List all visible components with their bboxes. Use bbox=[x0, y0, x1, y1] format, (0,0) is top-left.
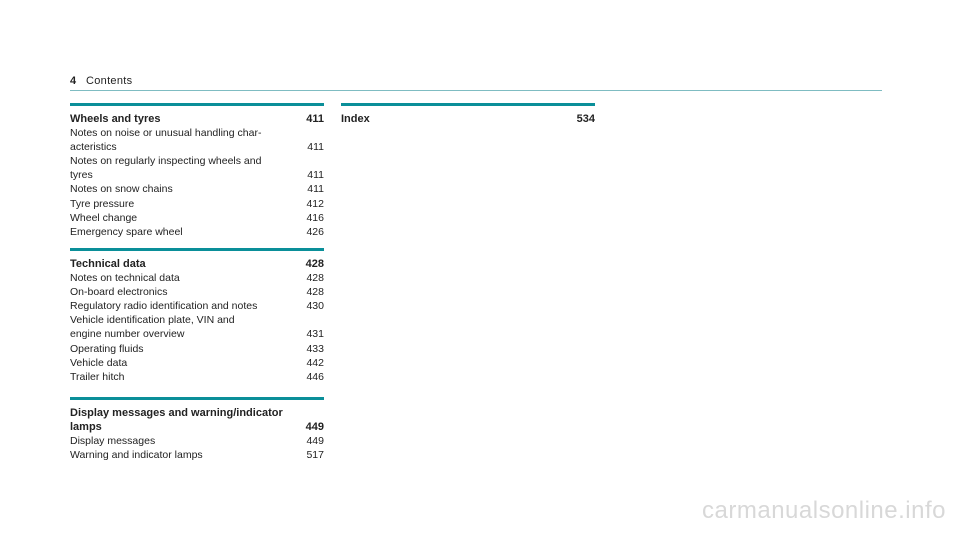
toc-heading[interactable]: Index 534 bbox=[341, 113, 595, 125]
toc-heading-line[interactable]: Display messages and warning/indicator bbox=[70, 407, 283, 419]
toc-entry[interactable]: engine number overview 431 bbox=[70, 328, 324, 341]
toc-entry[interactable]: Warning and indicator lamps 517 bbox=[70, 449, 324, 462]
toc-section-index: Index 534 bbox=[341, 103, 595, 126]
toc-entry[interactable]: acteristics 411 bbox=[70, 141, 324, 154]
toc-entry[interactable]: Vehicle data 442 bbox=[70, 356, 324, 369]
toc-entry[interactable]: Display messages 449 bbox=[70, 435, 324, 448]
toc-entry[interactable]: Trailer hitch 446 bbox=[70, 370, 324, 383]
toc-entry-line[interactable]: Notes on noise or unusual handling char- bbox=[70, 127, 262, 140]
toc-entry[interactable]: Wheel change 416 bbox=[70, 211, 324, 224]
toc-entry[interactable]: Emergency spare wheel 426 bbox=[70, 225, 324, 238]
page-header: 4 Contents bbox=[70, 74, 882, 91]
toc-entry[interactable]: Notes on technical data 428 bbox=[70, 272, 324, 285]
toc-entry[interactable]: Operating fluids 433 bbox=[70, 342, 324, 355]
toc-entry[interactable]: Tyre pressure 412 bbox=[70, 197, 324, 210]
section-bar bbox=[341, 103, 595, 106]
toc-entry[interactable]: Notes on snow chains 411 bbox=[70, 183, 324, 196]
toc-entry[interactable]: On-board electronics 428 bbox=[70, 286, 324, 299]
toc-entry[interactable]: Regulatory radio identification and note… bbox=[70, 300, 324, 313]
toc-heading[interactable]: Wheels and tyres 411 bbox=[70, 113, 324, 125]
section-bar bbox=[70, 103, 324, 106]
toc-section-wheels-and-tyres: Wheels and tyres 411 Notes on noise or un… bbox=[70, 103, 324, 239]
toc-heading[interactable]: Technical data 428 bbox=[70, 258, 324, 270]
watermark: carmanualsonline.info bbox=[702, 497, 946, 524]
section-bar bbox=[70, 397, 324, 400]
toc-heading[interactable]: lamps 449 bbox=[70, 421, 324, 434]
toc-entry-line[interactable]: Notes on regularly inspecting wheels and bbox=[70, 155, 262, 168]
page-title: Contents bbox=[86, 75, 133, 87]
toc-section-technical-data: Technical data 428 Notes on technical dat… bbox=[70, 248, 324, 384]
toc-section-display-messages: Display messages and warning/indicator l… bbox=[70, 397, 324, 462]
toc-entry[interactable]: tyres 411 bbox=[70, 169, 324, 182]
toc-entry-line[interactable]: Vehicle identification plate, VIN and bbox=[70, 314, 235, 327]
page-number: 4 bbox=[70, 75, 77, 87]
section-bar bbox=[70, 248, 324, 251]
